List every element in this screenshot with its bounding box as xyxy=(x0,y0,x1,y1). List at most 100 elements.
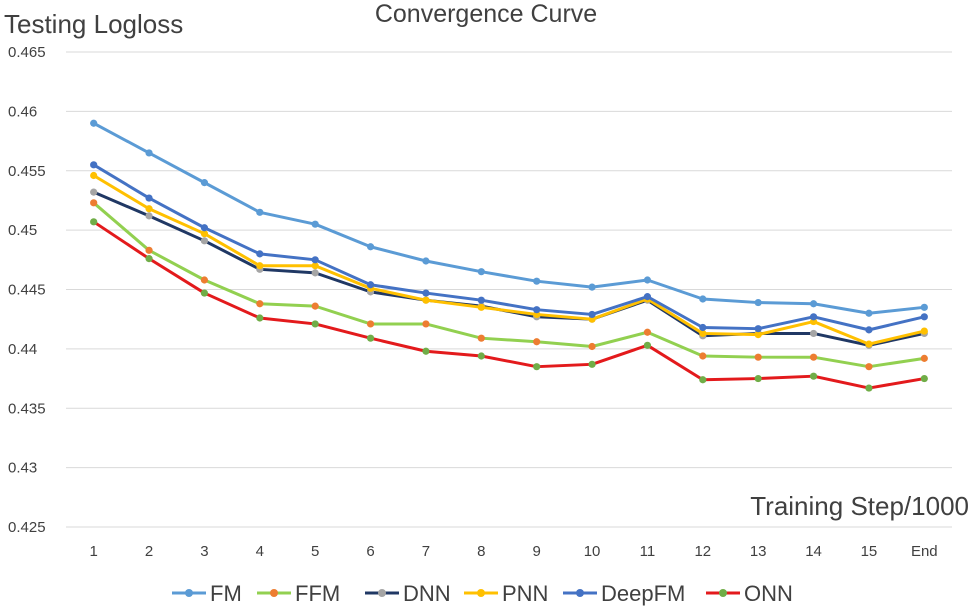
data-point xyxy=(699,295,707,303)
data-point xyxy=(865,309,873,317)
data-point xyxy=(422,257,430,265)
data-point xyxy=(699,323,707,332)
data-point xyxy=(588,360,596,368)
data-point xyxy=(366,320,375,328)
series-lines xyxy=(90,119,928,392)
data-point xyxy=(533,306,541,314)
x-tick-label: 12 xyxy=(694,543,711,560)
legend-swatch-marker xyxy=(477,589,485,597)
gridlines xyxy=(66,51,952,528)
data-point xyxy=(311,269,319,277)
data-point xyxy=(422,296,430,304)
data-point xyxy=(754,298,762,307)
x-tick-label: 5 xyxy=(311,543,319,560)
data-point xyxy=(754,331,762,339)
y-tick-label: 0.425 xyxy=(8,519,46,536)
x-tick-label: 14 xyxy=(805,543,822,560)
data-point xyxy=(422,289,430,297)
data-point xyxy=(422,347,430,355)
legend-swatch-marker xyxy=(576,589,584,597)
y-tick-label: 0.445 xyxy=(8,282,46,299)
data-point xyxy=(699,352,707,360)
data-point xyxy=(809,372,818,380)
x-tick-label: 2 xyxy=(145,543,153,560)
y-axis-title: Testing Logloss xyxy=(4,9,183,39)
data-point xyxy=(920,374,928,383)
data-point xyxy=(477,303,485,311)
x-tick-label: 9 xyxy=(533,543,541,560)
series-onn xyxy=(90,218,928,392)
data-point xyxy=(200,230,209,238)
x-axis-title: Training Step/1000 xyxy=(750,491,969,521)
legend-swatch-marker xyxy=(378,589,386,597)
y-tick-labels: 0.425 0.43 0.435 0.44 0.445 0.45 0.455 0.46 0.46… xyxy=(8,44,46,536)
data-point xyxy=(256,208,264,216)
series-line xyxy=(92,121,925,315)
legend-item-pnn: PNN xyxy=(464,581,548,606)
data-point xyxy=(643,328,652,336)
legend-label: PNN xyxy=(502,581,548,606)
data-point xyxy=(920,303,928,311)
series-line xyxy=(92,163,925,332)
y-tick-label: 0.455 xyxy=(8,163,46,180)
data-point xyxy=(200,224,209,232)
data-point xyxy=(477,268,485,276)
y-tick-label: 0.45 xyxy=(8,222,37,239)
x-tick-label: 15 xyxy=(861,543,878,560)
data-point xyxy=(588,283,596,291)
data-point xyxy=(699,329,707,338)
data-point xyxy=(311,262,319,270)
data-point xyxy=(865,340,873,348)
x-tick-label: 6 xyxy=(366,543,374,560)
y-tick-label: 0.44 xyxy=(8,341,37,358)
data-point xyxy=(809,329,818,338)
data-point xyxy=(809,313,818,321)
data-point xyxy=(200,179,209,187)
data-point xyxy=(145,205,153,213)
series-deepfm xyxy=(90,161,928,334)
series-line xyxy=(93,190,925,347)
x-tick-label: 4 xyxy=(256,543,264,560)
data-point xyxy=(477,334,485,342)
data-point xyxy=(809,353,818,361)
data-point xyxy=(643,276,652,284)
data-point xyxy=(477,296,485,304)
y-tick-label: 0.465 xyxy=(8,44,46,61)
data-point xyxy=(699,376,707,384)
legend-swatch-marker xyxy=(185,589,193,597)
data-point xyxy=(865,384,873,392)
series-line xyxy=(92,174,925,346)
data-point xyxy=(145,149,153,157)
data-point xyxy=(366,281,375,289)
data-point xyxy=(422,320,430,328)
data-point xyxy=(145,194,153,202)
data-point xyxy=(865,326,873,334)
data-point xyxy=(145,246,153,254)
legend-item-dnn: DNN xyxy=(365,581,451,606)
legend-item-onn: ONN xyxy=(706,581,793,606)
series-fm xyxy=(90,119,928,317)
series-line xyxy=(92,220,925,390)
data-point xyxy=(200,237,209,245)
data-point xyxy=(809,300,818,308)
data-point xyxy=(256,262,264,270)
legend-label: FM xyxy=(210,581,242,606)
data-point xyxy=(477,352,485,360)
data-point xyxy=(533,338,541,346)
data-point xyxy=(588,342,596,351)
legend-label: DNN xyxy=(403,581,451,606)
data-point xyxy=(920,327,928,335)
data-point xyxy=(366,243,375,251)
data-point xyxy=(200,289,209,297)
data-point xyxy=(533,277,541,285)
series-ffm xyxy=(90,199,928,371)
x-tick-labels: 1 2 3 4 5 6 7 8 9 10 11 12 13 14 15 End xyxy=(90,543,938,560)
legend-swatch-marker xyxy=(719,589,727,597)
data-point xyxy=(643,293,652,301)
data-point xyxy=(754,374,762,383)
data-point xyxy=(311,320,319,328)
x-tick-label: 10 xyxy=(584,543,601,560)
data-point xyxy=(366,334,375,342)
legend-label: ONN xyxy=(744,581,793,606)
